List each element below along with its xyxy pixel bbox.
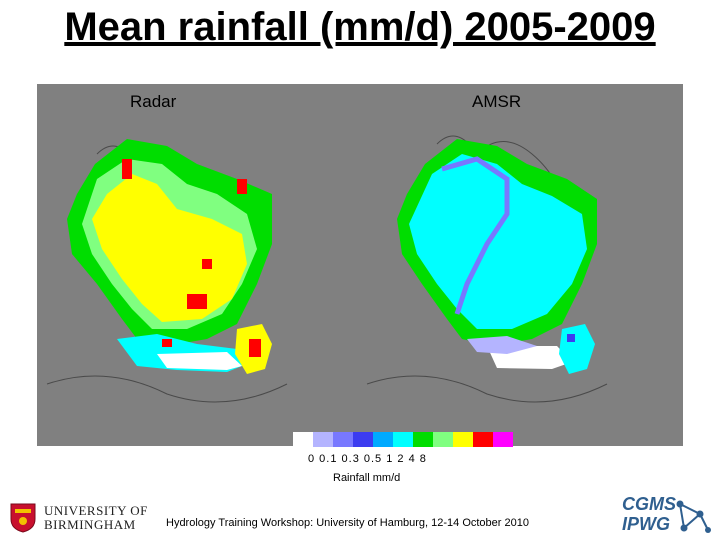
legend-color-bar [293,432,513,447]
amsr-label: AMSR [472,92,522,111]
rainfall-maps [46,135,608,403]
legend-swatch-10 [493,432,513,447]
legend-swatch-2 [333,432,353,447]
network-icon [676,500,711,533]
radar-map [67,139,272,374]
legend-swatch-9 [473,432,493,447]
legend-swatch-6 [413,432,433,447]
slide-title: Mean rainfall (mm/d) 2005-2009 [64,5,656,49]
university-name: UNIVERSITY OF BIRMINGHAM [44,503,148,532]
radar-label: Radar [130,92,177,111]
amsr-blue-coast [441,156,510,315]
legend-swatch-8 [453,432,473,447]
amsr-lavender-strip [467,336,537,354]
amsr-island [559,324,595,374]
university-crest-icon [10,503,36,533]
legend-swatch-1 [313,432,333,447]
legend-swatch-4 [373,432,393,447]
legend-swatch-5 [393,432,413,447]
ipwg-text: IPWG [622,514,670,534]
radar-yellow-region [92,174,247,322]
university-logo: UNIVERSITY OF BIRMINGHAM [10,503,174,533]
footer-text: Hydrology Training Workshop: University … [166,517,529,529]
legend-swatch-7 [433,432,453,447]
cgms-text: CGMS [622,494,676,514]
amsr-cyan-region [409,154,587,329]
legend-swatch-3 [353,432,373,447]
amsr-map [397,139,597,374]
radar-white-strip [157,352,242,370]
legend-values: 0 0.1 0.3 0.5 1 2 4 8 [308,453,427,465]
legend-title: Rainfall mm/d [333,472,401,484]
cgms-ipwg-logo: CGMS IPWG [622,494,676,534]
legend-swatch-0 [293,432,313,447]
map-panel [37,84,683,446]
